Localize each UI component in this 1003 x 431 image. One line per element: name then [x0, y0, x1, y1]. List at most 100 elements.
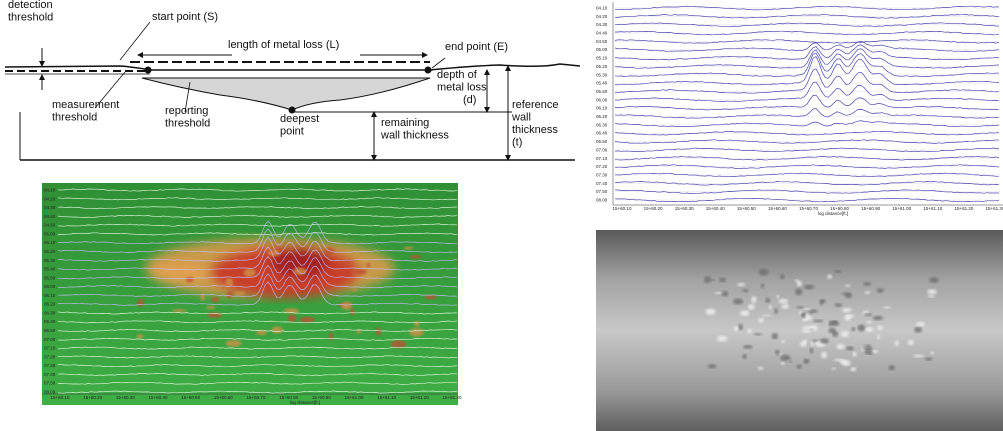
- photo-pit: [805, 314, 813, 320]
- diagram-label: remaining: [381, 117, 429, 129]
- heatmap-spot: [268, 250, 280, 256]
- diagram-label: (d): [463, 94, 476, 106]
- heatmap-y-label: 07.30: [44, 363, 56, 368]
- heatmap-x-label: 15+61.00: [345, 395, 364, 400]
- photo-pit: [853, 352, 857, 357]
- trace-y-label: 04.20: [596, 14, 608, 19]
- heatmap-x-label: 15+60.20: [83, 395, 102, 400]
- heatmap-y-label: 06.40: [44, 319, 56, 324]
- trace-plot-panel: 04.1004.2004.3004.4004.5005.0005.1005.20…: [593, 0, 1003, 216]
- photo-pit: [865, 291, 871, 294]
- trace-y-label: 05.20: [596, 64, 608, 69]
- photo-pit: [865, 327, 873, 332]
- heatmap-spot: [244, 269, 256, 278]
- photo-pit: [758, 367, 764, 370]
- photo-pit: [841, 331, 849, 337]
- trace-y-label: 06.00: [596, 97, 608, 102]
- heatmap-x-label: 15+61.20: [410, 395, 429, 400]
- diagram-label: measurement: [52, 99, 119, 111]
- heatmap-spot: [226, 340, 242, 347]
- heatmap-y-label: 04.40: [44, 214, 56, 219]
- photo-pit: [925, 357, 933, 360]
- heatmap-x-label: 15+61.10: [377, 395, 396, 400]
- photo-pit: [829, 320, 832, 326]
- photo-pit: [832, 331, 838, 337]
- photo-pit: [800, 341, 806, 346]
- trace-y-label: 04.50: [596, 39, 608, 44]
- trace-x-label: 15+60.90: [861, 206, 880, 211]
- heatmap-y-label: 05.10: [44, 240, 56, 245]
- photo-pit: [927, 295, 934, 297]
- photo-pit: [758, 318, 764, 323]
- photo-pit: [743, 345, 753, 349]
- photo-pit: [803, 308, 811, 310]
- photo-pit: [769, 305, 772, 310]
- photo-pit: [754, 333, 762, 335]
- heatmap-y-label: 04.50: [44, 223, 56, 228]
- trace-x-label: 15+60.60: [768, 206, 787, 211]
- trace-y-label: 06.30: [596, 122, 608, 127]
- trace-x-label: 15+60.20: [644, 206, 663, 211]
- diagram-label: start point (S): [152, 11, 218, 23]
- photo-pit: [821, 352, 827, 359]
- heatmap-y-label: 07.00: [44, 337, 56, 342]
- trace-y-label: 05.40: [596, 81, 608, 86]
- photo-pit: [803, 359, 809, 364]
- photo-pit: [734, 326, 738, 331]
- photo-pit: [775, 350, 780, 356]
- trace-y-label: 05.50: [596, 89, 608, 94]
- photo-pit: [842, 308, 852, 312]
- photo-pit: [916, 322, 925, 327]
- heatmap-spot: [354, 269, 367, 275]
- photo-pit: [747, 329, 752, 333]
- photo-pit: [705, 308, 715, 315]
- heatmap-spot: [172, 309, 187, 312]
- heatmap-y-label: 06.30: [44, 310, 56, 315]
- trace-y-label: 06.20: [596, 114, 608, 119]
- heatmap-y-label: 06.00: [44, 284, 56, 289]
- photo-pit: [782, 304, 789, 309]
- photo-pit: [873, 316, 883, 320]
- heatmap-spot: [206, 306, 215, 309]
- trace-y-label: 04.40: [596, 31, 608, 36]
- heatmap-y-label: 07.10: [44, 346, 56, 351]
- heatmap-x-label: 15+61.30: [443, 395, 462, 400]
- photo-pit: [772, 333, 778, 339]
- photo-pit: [765, 298, 770, 303]
- diagram-label: point: [280, 126, 304, 138]
- trace-y-label: 06.50: [596, 139, 608, 144]
- surface-line: [5, 64, 580, 70]
- heatmap-spot: [425, 295, 437, 300]
- heatmap-spot: [136, 334, 143, 338]
- heatmap-spot: [137, 299, 144, 306]
- start-leader: [120, 22, 150, 60]
- photo-pit: [844, 315, 851, 321]
- photo-pit: [820, 299, 826, 303]
- diagram-label: deepest: [280, 113, 319, 125]
- photo-pit: [843, 360, 851, 366]
- photo-pit: [751, 296, 756, 303]
- diagram-label: threshold: [52, 112, 97, 124]
- heatmap-spot: [288, 315, 296, 323]
- photo-pit: [708, 364, 717, 368]
- diagram-label: thickness: [512, 124, 558, 136]
- photo-pit: [813, 320, 823, 323]
- heatmap-spot: [376, 328, 381, 336]
- heatmap-spot: [234, 291, 245, 295]
- photo-pit: [845, 285, 851, 288]
- photo-pit: [834, 270, 841, 273]
- heatmap-x-label: 15+60.40: [149, 395, 168, 400]
- heatmap-x-axis-label: log distance[ft.]: [290, 400, 320, 405]
- diagram-label: end point (E): [445, 41, 508, 53]
- photo-background: [596, 230, 1003, 431]
- photo-pit: [774, 308, 778, 314]
- start-point: [145, 67, 151, 73]
- diagram-label: length of metal loss (L): [228, 39, 339, 51]
- heatmap-y-label: 07.20: [44, 354, 56, 359]
- photo-pit: [711, 279, 715, 281]
- trace-y-label: 05.10: [596, 56, 608, 61]
- diagram-label: reporting: [165, 105, 208, 117]
- diagram-label: reference: [512, 99, 558, 111]
- heatmap-y-label: 07.50: [44, 381, 56, 386]
- photo-pit: [780, 274, 785, 279]
